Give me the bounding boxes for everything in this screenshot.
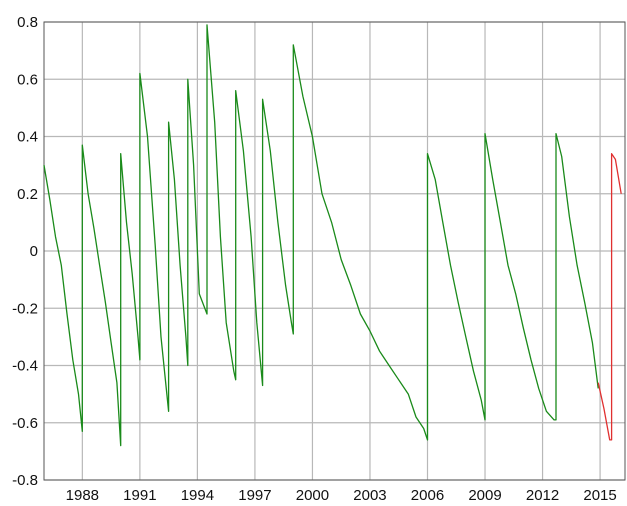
series-line-2 xyxy=(597,153,622,441)
x-tick-label: 1991 xyxy=(123,487,156,504)
y-tick-label: 0.2 xyxy=(17,186,38,203)
series-line-1 xyxy=(43,24,599,447)
y-axis-ticks: 0.8 0.6 0.4 0.2 0 -0.2 -0.4 -0.6 -0.8 xyxy=(12,14,38,489)
series-layer xyxy=(43,24,622,447)
y-tick-label: 0 xyxy=(30,243,38,260)
x-tick-label: 2006 xyxy=(411,487,444,504)
x-tick-label: 2012 xyxy=(526,487,559,504)
y-tick-label: 0.6 xyxy=(17,71,38,88)
x-tick-label: 1997 xyxy=(238,487,271,504)
x-axis-ticks: 1988 1991 1994 1997 2000 2003 2006 2009 2012 2015 xyxy=(66,487,617,504)
x-tick-label: 1988 xyxy=(66,487,99,504)
y-tick-label: 0.8 xyxy=(17,14,38,31)
y-tick-label: 0.4 xyxy=(17,129,38,146)
y-tick-label: -0.6 xyxy=(12,415,38,432)
x-tick-label: 1994 xyxy=(181,487,214,504)
grid xyxy=(44,21,625,481)
plot-frame xyxy=(43,21,626,481)
y-tick-label: -0.4 xyxy=(12,358,38,375)
x-tick-label: 2015 xyxy=(583,487,616,504)
y-tick-label: -0.2 xyxy=(12,300,38,317)
x-tick-label: 2003 xyxy=(353,487,386,504)
x-tick-label: 2000 xyxy=(296,487,329,504)
x-tick-label: 2009 xyxy=(468,487,501,504)
y-tick-label: -0.8 xyxy=(12,472,38,489)
